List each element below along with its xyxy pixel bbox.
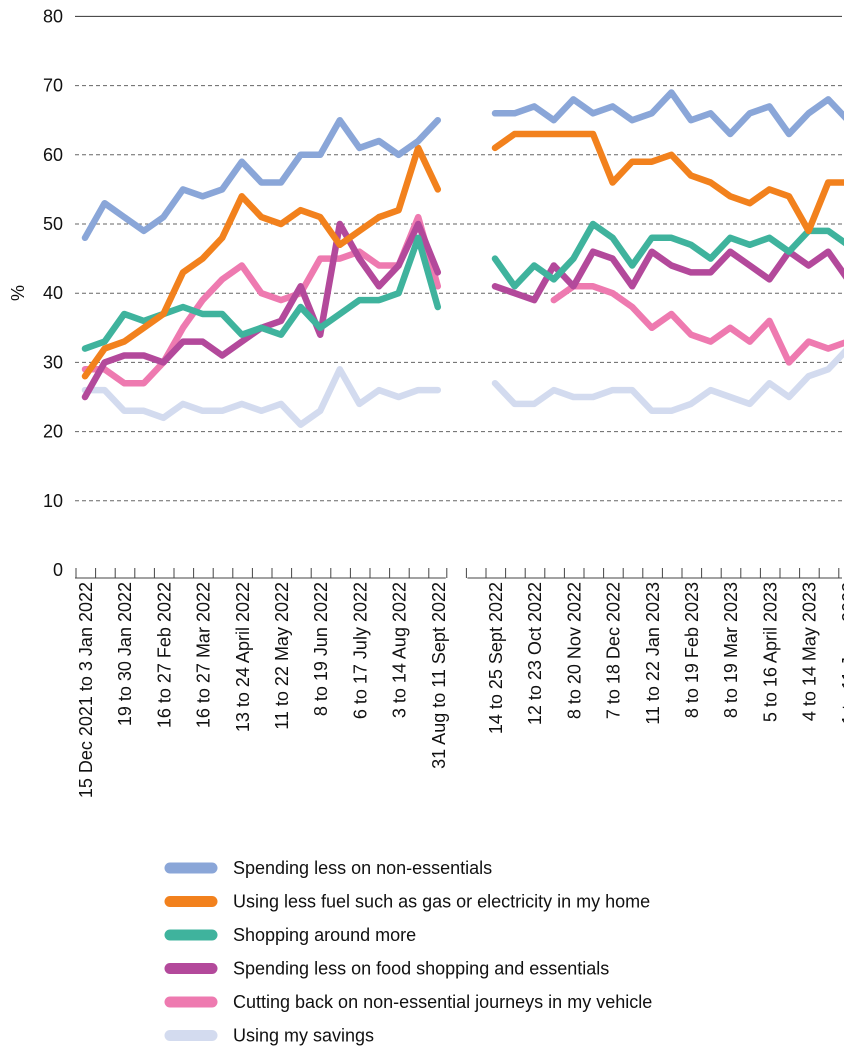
y-tick-label: 40 — [43, 283, 63, 303]
y-tick-label: 50 — [43, 214, 63, 234]
y-axis-label: % — [8, 285, 28, 301]
legend-label: Using my savings — [233, 1026, 374, 1046]
y-tick-label: 10 — [43, 491, 63, 511]
series-line — [81, 213, 844, 387]
legend-label: Using less fuel such as gas or electrici… — [233, 892, 650, 912]
x-tick-label: 8 to 19 Jun 2022 — [311, 582, 331, 716]
x-tick-label: 3 to 14 Aug 2022 — [390, 582, 410, 718]
x-tick-label: 4 to 14 May 2023 — [800, 582, 820, 721]
y-tick-label: 30 — [43, 352, 63, 372]
x-tick-label: 11 to 22 May 2022 — [272, 582, 292, 730]
y-tick-label: 20 — [43, 422, 63, 442]
x-tick-label: 6 to 17 July 2022 — [350, 582, 370, 719]
legend-label: Cutting back on non-essential journeys i… — [233, 992, 652, 1012]
x-tick-label: 13 to 24 April 2022 — [233, 582, 253, 732]
x-tick-label: 8 to 19 Mar 2023 — [721, 582, 741, 718]
legend-label: Spending less on food shopping and essen… — [233, 959, 609, 979]
y-tick-label: 80 — [43, 6, 63, 26]
x-tick-label: 16 to 27 Mar 2022 — [194, 582, 214, 728]
x-tick-label: 11 to 22 Jan 2023 — [643, 582, 663, 725]
x-tick-label: 16 to 27 Feb 2022 — [154, 582, 174, 728]
x-axis: 15 Dec 2021 to 3 Jan 2022 19 to 30 Jan 20… — [75, 568, 844, 798]
series-line — [81, 347, 844, 428]
x-tick-label: 8 to 19 Feb 2023 — [682, 582, 702, 718]
x-tick-label: 14 to 25 Sept 2022 — [486, 582, 506, 734]
series-line — [81, 220, 844, 352]
x-tick-label: 31 Aug to 11 Sept 2022 — [429, 582, 449, 769]
series-lines — [81, 89, 844, 428]
x-tick-label: 5 to 16 April 2023 — [760, 582, 780, 722]
series-line — [81, 130, 844, 380]
y-tick-label: 0 — [53, 560, 63, 580]
y-tick-label: 60 — [43, 145, 63, 165]
y-axis-ticks: 0 10 20 30 40 50 60 70 80 — [43, 6, 63, 580]
x-tick-label: 19 to 30 Jan 2022 — [115, 582, 135, 726]
legend: Spending less on non-essentials Using les… — [164, 858, 652, 1046]
x-tick-label: 1 to 11 June 2023 — [839, 582, 844, 725]
series-line — [81, 89, 844, 242]
x-tick-label: 15 Dec 2021 to 3 Jan 2022 — [76, 582, 96, 798]
legend-label: Shopping around more — [233, 925, 416, 945]
y-tick-label: 70 — [43, 76, 63, 96]
x-tick-label: 8 to 20 Nov 2022 — [564, 582, 584, 719]
x-tick-label: 12 to 23 Oct 2022 — [525, 582, 545, 725]
x-tick-label: 7 to 18 Dec 2022 — [604, 582, 624, 719]
gridlines — [75, 15, 842, 502]
legend-label: Spending less on non-essentials — [233, 858, 492, 878]
